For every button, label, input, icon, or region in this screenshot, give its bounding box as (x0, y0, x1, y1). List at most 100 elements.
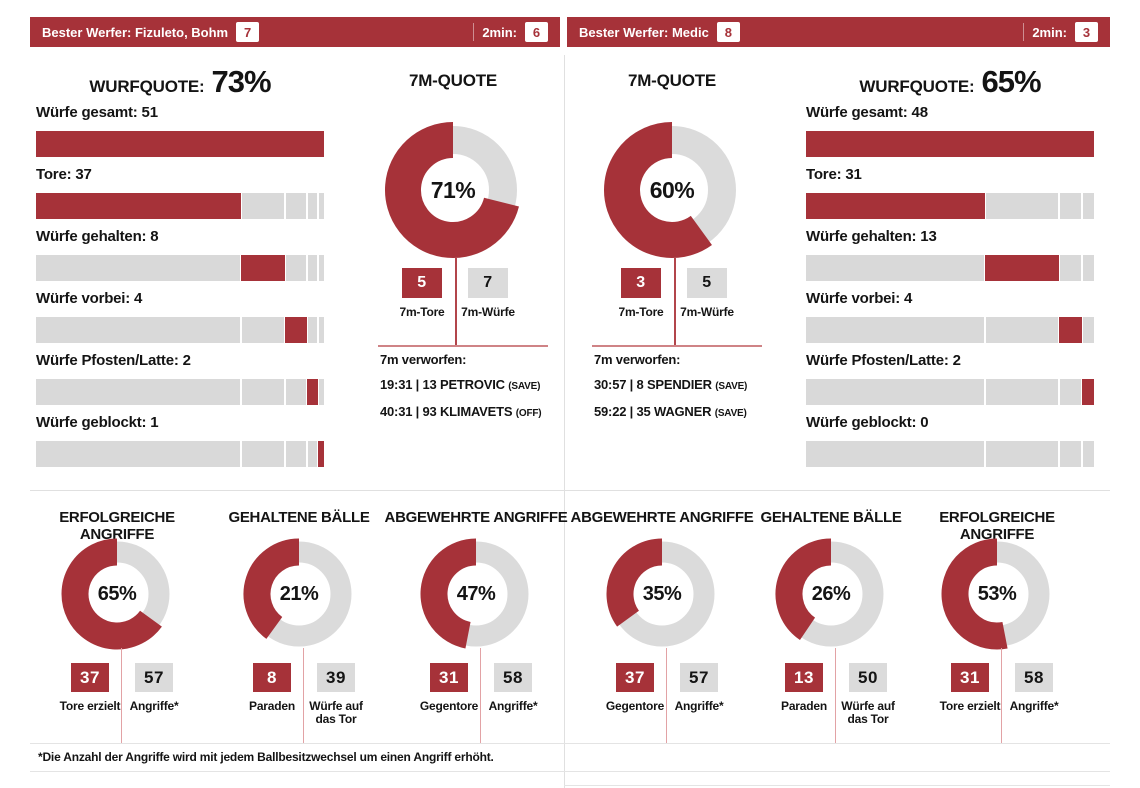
stat-bar-row: Würfe gesamt: 51 (36, 104, 324, 157)
stat-bar-row: Würfe geblockt: 0 (806, 414, 1094, 467)
donut-percent-label: 53% (977, 582, 1017, 605)
segment-divider (317, 255, 320, 281)
stat-bar-label: Würfe gesamt: 51 (36, 104, 158, 121)
donut-percent-label: 71% (430, 176, 476, 203)
best-thrower-number-badge: 8 (716, 22, 740, 42)
segment-divider (1058, 379, 1061, 405)
donut-percent-label: 26% (811, 582, 851, 605)
donut-percent-label: 21% (279, 582, 319, 605)
segment-divider (239, 193, 242, 219)
stat-bar-fill (984, 255, 1060, 281)
best-thrower-label: Bester Werfer: Fizuleto, Bohm (42, 24, 229, 40)
red-box-label: Gegentore (419, 699, 479, 713)
wurfquote-percent: 65% (981, 64, 1042, 99)
stat-bar-track (36, 255, 324, 281)
missed-penalty-entry: 19:31 | 13 PETROVIC (SAVE) (380, 377, 560, 395)
wurfquote-percent: 73% (211, 64, 272, 99)
stat-bar-label: Würfe gesamt: 48 (806, 104, 928, 121)
segment-divider (983, 193, 986, 219)
stat-bar-track (806, 255, 1094, 281)
stat-bar-track (36, 379, 324, 405)
stat-bar-row: Würfe vorbei: 4 (36, 290, 324, 343)
segment-divider (284, 441, 287, 467)
red-value-box: 8 (253, 663, 291, 692)
donut-chart (941, 538, 1050, 650)
rate-donut-cell: ERFOLGREICHE ANGRIFFE 65% 37 57 Tore erzielt… (22, 505, 212, 745)
segment-divider (317, 193, 320, 219)
stat-bar-track (806, 317, 1094, 343)
red-box-label: Paraden (781, 699, 827, 713)
segment-divider (306, 441, 309, 467)
stat-bar-row: Würfe gehalten: 13 (806, 228, 1094, 281)
section-horizontal-divider (30, 490, 1110, 491)
gray-box-label: Angriffe* (488, 699, 538, 713)
wurfquote-label: WURFQUOTE: (89, 77, 205, 96)
team-left-header-bar: Bester Werfer: Fizuleto, Bohm 7 2min: 6 (30, 17, 560, 47)
red-box-label: 7m-Tore (618, 305, 664, 319)
missed-entry-note: (SAVE) (508, 381, 541, 392)
gray-box-label: Angriffe* (1009, 699, 1059, 713)
gray-value-box: 50 (849, 663, 887, 692)
rate-donut-cell: GEHALTENE BÄLLE 21% 8 39 Paraden Würfe auf da… (204, 505, 394, 745)
donut-percent-label: 47% (456, 582, 496, 605)
gray-value-box: 7 (468, 268, 508, 298)
center-vertical-divider (564, 55, 565, 788)
stat-bar-row: Würfe Pfosten/Latte: 2 (36, 352, 324, 405)
stat-bar-row: Tore: 31 (806, 166, 1094, 219)
donut-percent-label: 60% (649, 176, 695, 203)
missed-penalty-entry: 59:22 | 35 WAGNER (SAVE) (594, 404, 774, 422)
missed-penalty-entry: 40:31 | 93 KLIMAVETS (OFF) (380, 404, 560, 422)
stat-bar-fill (1082, 379, 1094, 405)
stat-bar-row: Würfe gesamt: 48 (806, 104, 1094, 157)
segment-divider (983, 317, 986, 343)
stat-bar-fill (806, 131, 1094, 157)
best-thrower-label: Bester Werfer: Medic (579, 24, 709, 40)
rate-donut-cell: ABGEWEHRTE ANGRIFFE 47% 31 58 Gegentore Angri… (381, 505, 571, 745)
red-value-box: 31 (430, 663, 468, 692)
angriffe-footnote: *Die Anzahl der Angriffe wird mit jedem … (38, 750, 494, 764)
donut-chart (775, 538, 884, 647)
stat-bar-track (36, 131, 324, 157)
segment-divider (239, 379, 242, 405)
donut-percent-label: 65% (97, 582, 137, 605)
rate-donut-cell: GEHALTENE BÄLLE 26% 13 50 Paraden Würfe auf d… (736, 505, 926, 745)
donut-chart (385, 122, 519, 258)
stat-bar-fill (240, 255, 286, 281)
donut-chart (243, 538, 352, 647)
rate-donut-cell: ERFOLGREICHE ANGRIFFE 53% 31 58 Tore erzielt… (902, 505, 1092, 745)
rate-donut-cell: ABGEWEHRTE ANGRIFFE 35% 37 57 Gegentore Angri… (567, 505, 757, 745)
segment-divider (284, 193, 287, 219)
wurfquote-title-left: WURFQUOTE: 73% (30, 64, 330, 100)
stat-bar-row: Würfe Pfosten/Latte: 2 (806, 352, 1094, 405)
gray-value-box: 58 (1015, 663, 1053, 692)
box-divider-line (303, 648, 304, 743)
gray-box-label: Angriffe* (129, 699, 179, 713)
box-divider-line (121, 648, 122, 743)
stat-bar-track (806, 131, 1094, 157)
team-right-header-bar: Bester Werfer: Medic 8 2min: 3 (567, 17, 1110, 47)
donut-chart (61, 538, 170, 650)
red-box-label: Tore erzielt (939, 699, 1001, 713)
stat-bar-label: Würfe gehalten: 8 (36, 228, 159, 245)
stat-bar-track (36, 317, 324, 343)
stat-bar-fill (318, 441, 324, 467)
segment-divider (1058, 255, 1061, 281)
stat-bar-fill (1059, 317, 1083, 343)
box-divider-line (666, 648, 667, 743)
segment-divider (239, 317, 242, 343)
segment-divider (1081, 317, 1084, 343)
stat-bar-label: Tore: 37 (36, 166, 92, 183)
two-min-label: 2min: (1032, 24, 1067, 40)
red-value-box: 3 (621, 268, 661, 298)
best-thrower-number-badge: 7 (236, 22, 260, 42)
bottom-right-divider (564, 785, 1110, 786)
segment-divider (284, 255, 287, 281)
segment-divider (284, 379, 287, 405)
stat-bar-fill (307, 379, 319, 405)
wurfquote-title-right: WURFQUOTE: 65% (800, 64, 1100, 100)
segment-divider (983, 441, 986, 467)
missed-entry-note: (OFF) (515, 408, 542, 419)
missed-list-title: 7m verworfen: (594, 352, 681, 367)
red-box-label: Tore erzielt (59, 699, 121, 713)
